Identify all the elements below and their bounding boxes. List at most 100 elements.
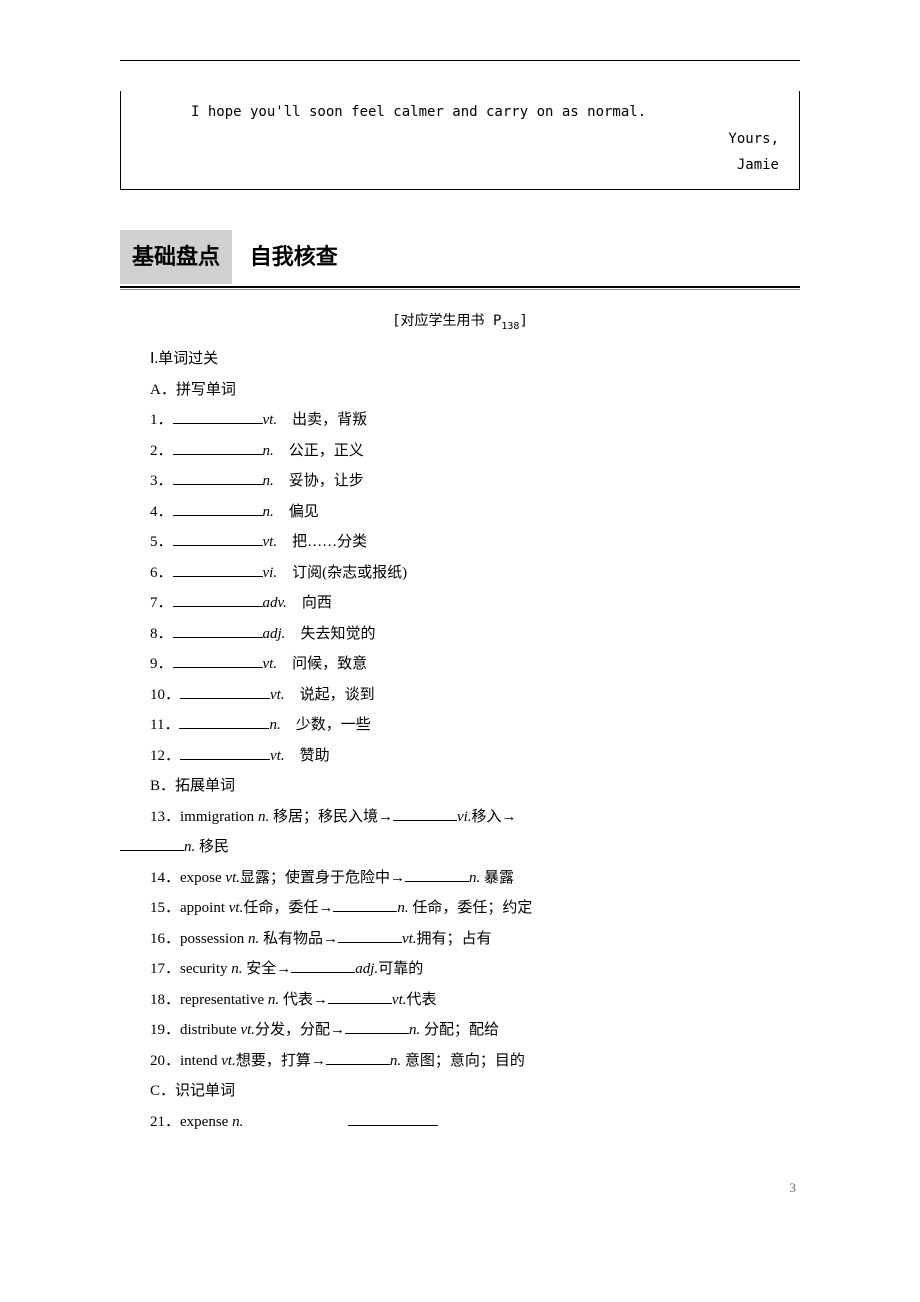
definition: 向西 [287, 595, 332, 611]
part-of-speech: n. [184, 839, 195, 855]
extend-word-item: 17．security n. 安全→adj.可靠的 [120, 955, 800, 984]
item-number: 20． [150, 1053, 180, 1069]
part-of-speech: vt. [270, 687, 285, 703]
part-of-speech: n. [258, 809, 269, 825]
definition: 意图；意向；目的 [401, 1053, 525, 1069]
fill-blank[interactable] [173, 592, 263, 607]
letter-line: I hope you'll soon feel calmer and carry… [135, 99, 785, 126]
spell-word-item: 10． vt. 说起，谈到 [120, 681, 800, 710]
headword: intend [180, 1053, 221, 1069]
extend-word-item: 20．intend vt.想要，打算→n. 意图；意向；目的 [120, 1047, 800, 1076]
fill-blank[interactable] [393, 806, 457, 821]
headword: appoint [180, 900, 229, 916]
headword: expense [180, 1114, 232, 1130]
ref-prefix: [对应学生用书 P [392, 313, 501, 329]
definition: 分发，分配→ [255, 1022, 345, 1038]
definition: 想要，打算→ [236, 1053, 326, 1069]
fill-blank[interactable] [173, 531, 263, 546]
spell-word-item: 8．adj. 失去知觉的 [120, 620, 800, 649]
item-number: 10． [150, 687, 180, 703]
fill-blank[interactable] [180, 745, 270, 760]
definition: 问候，致意 [277, 656, 367, 672]
extend-word-item: 13．immigration n. 移居；移民入境→vi.移入→ [120, 803, 800, 832]
part-of-speech: adj. [355, 961, 378, 977]
letter-signoff: Yours, [135, 126, 785, 153]
definition: 失去知觉的 [285, 626, 375, 642]
fill-blank[interactable] [173, 501, 263, 516]
fill-blank[interactable] [173, 562, 263, 577]
fill-blank[interactable] [180, 684, 270, 699]
spell-word-item: 1．vt. 出卖，背叛 [120, 406, 800, 435]
fill-blank[interactable] [173, 470, 263, 485]
fill-blank[interactable] [338, 928, 402, 943]
item-number: 5． [150, 534, 173, 550]
part-of-speech: vt. [402, 931, 417, 947]
item-number: 1． [150, 412, 173, 428]
part-of-speech: n. [269, 717, 280, 733]
page-number: 3 [120, 1176, 800, 1201]
ref-suffix: ] [519, 313, 527, 329]
definition: 任命，委任→ [243, 900, 333, 916]
spell-word-list: 1．vt. 出卖，背叛2．n. 公正，正义 3． n. 妥协，让步 4． n. 偏见 5．… [120, 406, 800, 770]
definition: 代表→ [279, 992, 328, 1008]
part-of-speech: n. [268, 992, 279, 1008]
definition: 少数，一些 [281, 717, 371, 733]
fill-blank[interactable] [348, 1111, 438, 1126]
spell-word-item: 2．n. 公正，正义 [120, 437, 800, 466]
headword: possession [180, 931, 248, 947]
item-number: 12． [150, 748, 180, 764]
headword: distribute [180, 1022, 240, 1038]
heading-roman-1: Ⅰ.单词过关 [120, 345, 800, 374]
fill-blank[interactable] [345, 1019, 409, 1034]
definition: 暴露 [480, 870, 514, 886]
part-of-speech: n. [231, 961, 242, 977]
fill-blank[interactable] [291, 958, 355, 973]
headword: security [180, 961, 231, 977]
section-rule [120, 286, 800, 290]
part-of-speech: n. [248, 931, 259, 947]
spell-word-item: 12．vt. 赞助 [120, 742, 800, 771]
section-heading-sub: 自我核查 [250, 236, 338, 278]
spell-word-item: 7．adv. 向西 [120, 589, 800, 618]
headword: immigration [180, 809, 258, 825]
definition: 公正，正义 [274, 443, 364, 459]
fill-blank[interactable] [173, 409, 263, 424]
item-number: 15． [150, 900, 180, 916]
fill-blank[interactable] [328, 989, 392, 1004]
item-number: 14． [150, 870, 180, 886]
fill-blank[interactable] [179, 714, 269, 729]
definition: 订阅(杂志或报纸) [277, 565, 407, 581]
definition: 偏见 [274, 504, 319, 520]
heading-c: C．识记单词 [120, 1077, 800, 1106]
top-rule [120, 60, 800, 61]
spacer [243, 1114, 348, 1130]
item-number: 19． [150, 1022, 180, 1038]
spell-word-item: 5．vt. 把……分类 [120, 528, 800, 557]
part-of-speech: n. [232, 1114, 243, 1130]
part-of-speech: vi. [263, 565, 278, 581]
item-number: 3． [150, 473, 173, 489]
fill-blank[interactable] [173, 653, 263, 668]
item-number: 16． [150, 931, 180, 947]
fill-blank[interactable] [405, 867, 469, 882]
definition: 说起，谈到 [285, 687, 375, 703]
extend-word-item: 14．expose vt.显露；使置身于危险中→n. 暴露 [120, 864, 800, 893]
fill-blank[interactable] [120, 836, 184, 851]
definition: 安全→ [243, 961, 292, 977]
part-of-speech: vt. [229, 900, 244, 916]
item-number: 4． [150, 504, 173, 520]
fill-blank[interactable] [333, 897, 397, 912]
spell-word-item: 6．vi. 订阅(杂志或报纸) [120, 559, 800, 588]
fill-blank[interactable] [173, 623, 263, 638]
heading-a: A．拼写单词 [120, 376, 800, 405]
extend-word-item: 16．possession n. 私有物品→vt.拥有；占有 [120, 925, 800, 954]
extend-word-item: 18．representative n. 代表→vt.代表 [120, 986, 800, 1015]
fill-blank[interactable] [326, 1050, 390, 1065]
fill-blank[interactable] [173, 440, 263, 455]
letter-box: I hope you'll soon feel calmer and carry… [120, 91, 800, 190]
part-of-speech: n. [263, 443, 274, 459]
definition: 妥协，让步 [274, 473, 364, 489]
part-of-speech: n. [390, 1053, 401, 1069]
definition: 移民 [195, 839, 229, 855]
part-of-speech: vt. [392, 992, 407, 1008]
